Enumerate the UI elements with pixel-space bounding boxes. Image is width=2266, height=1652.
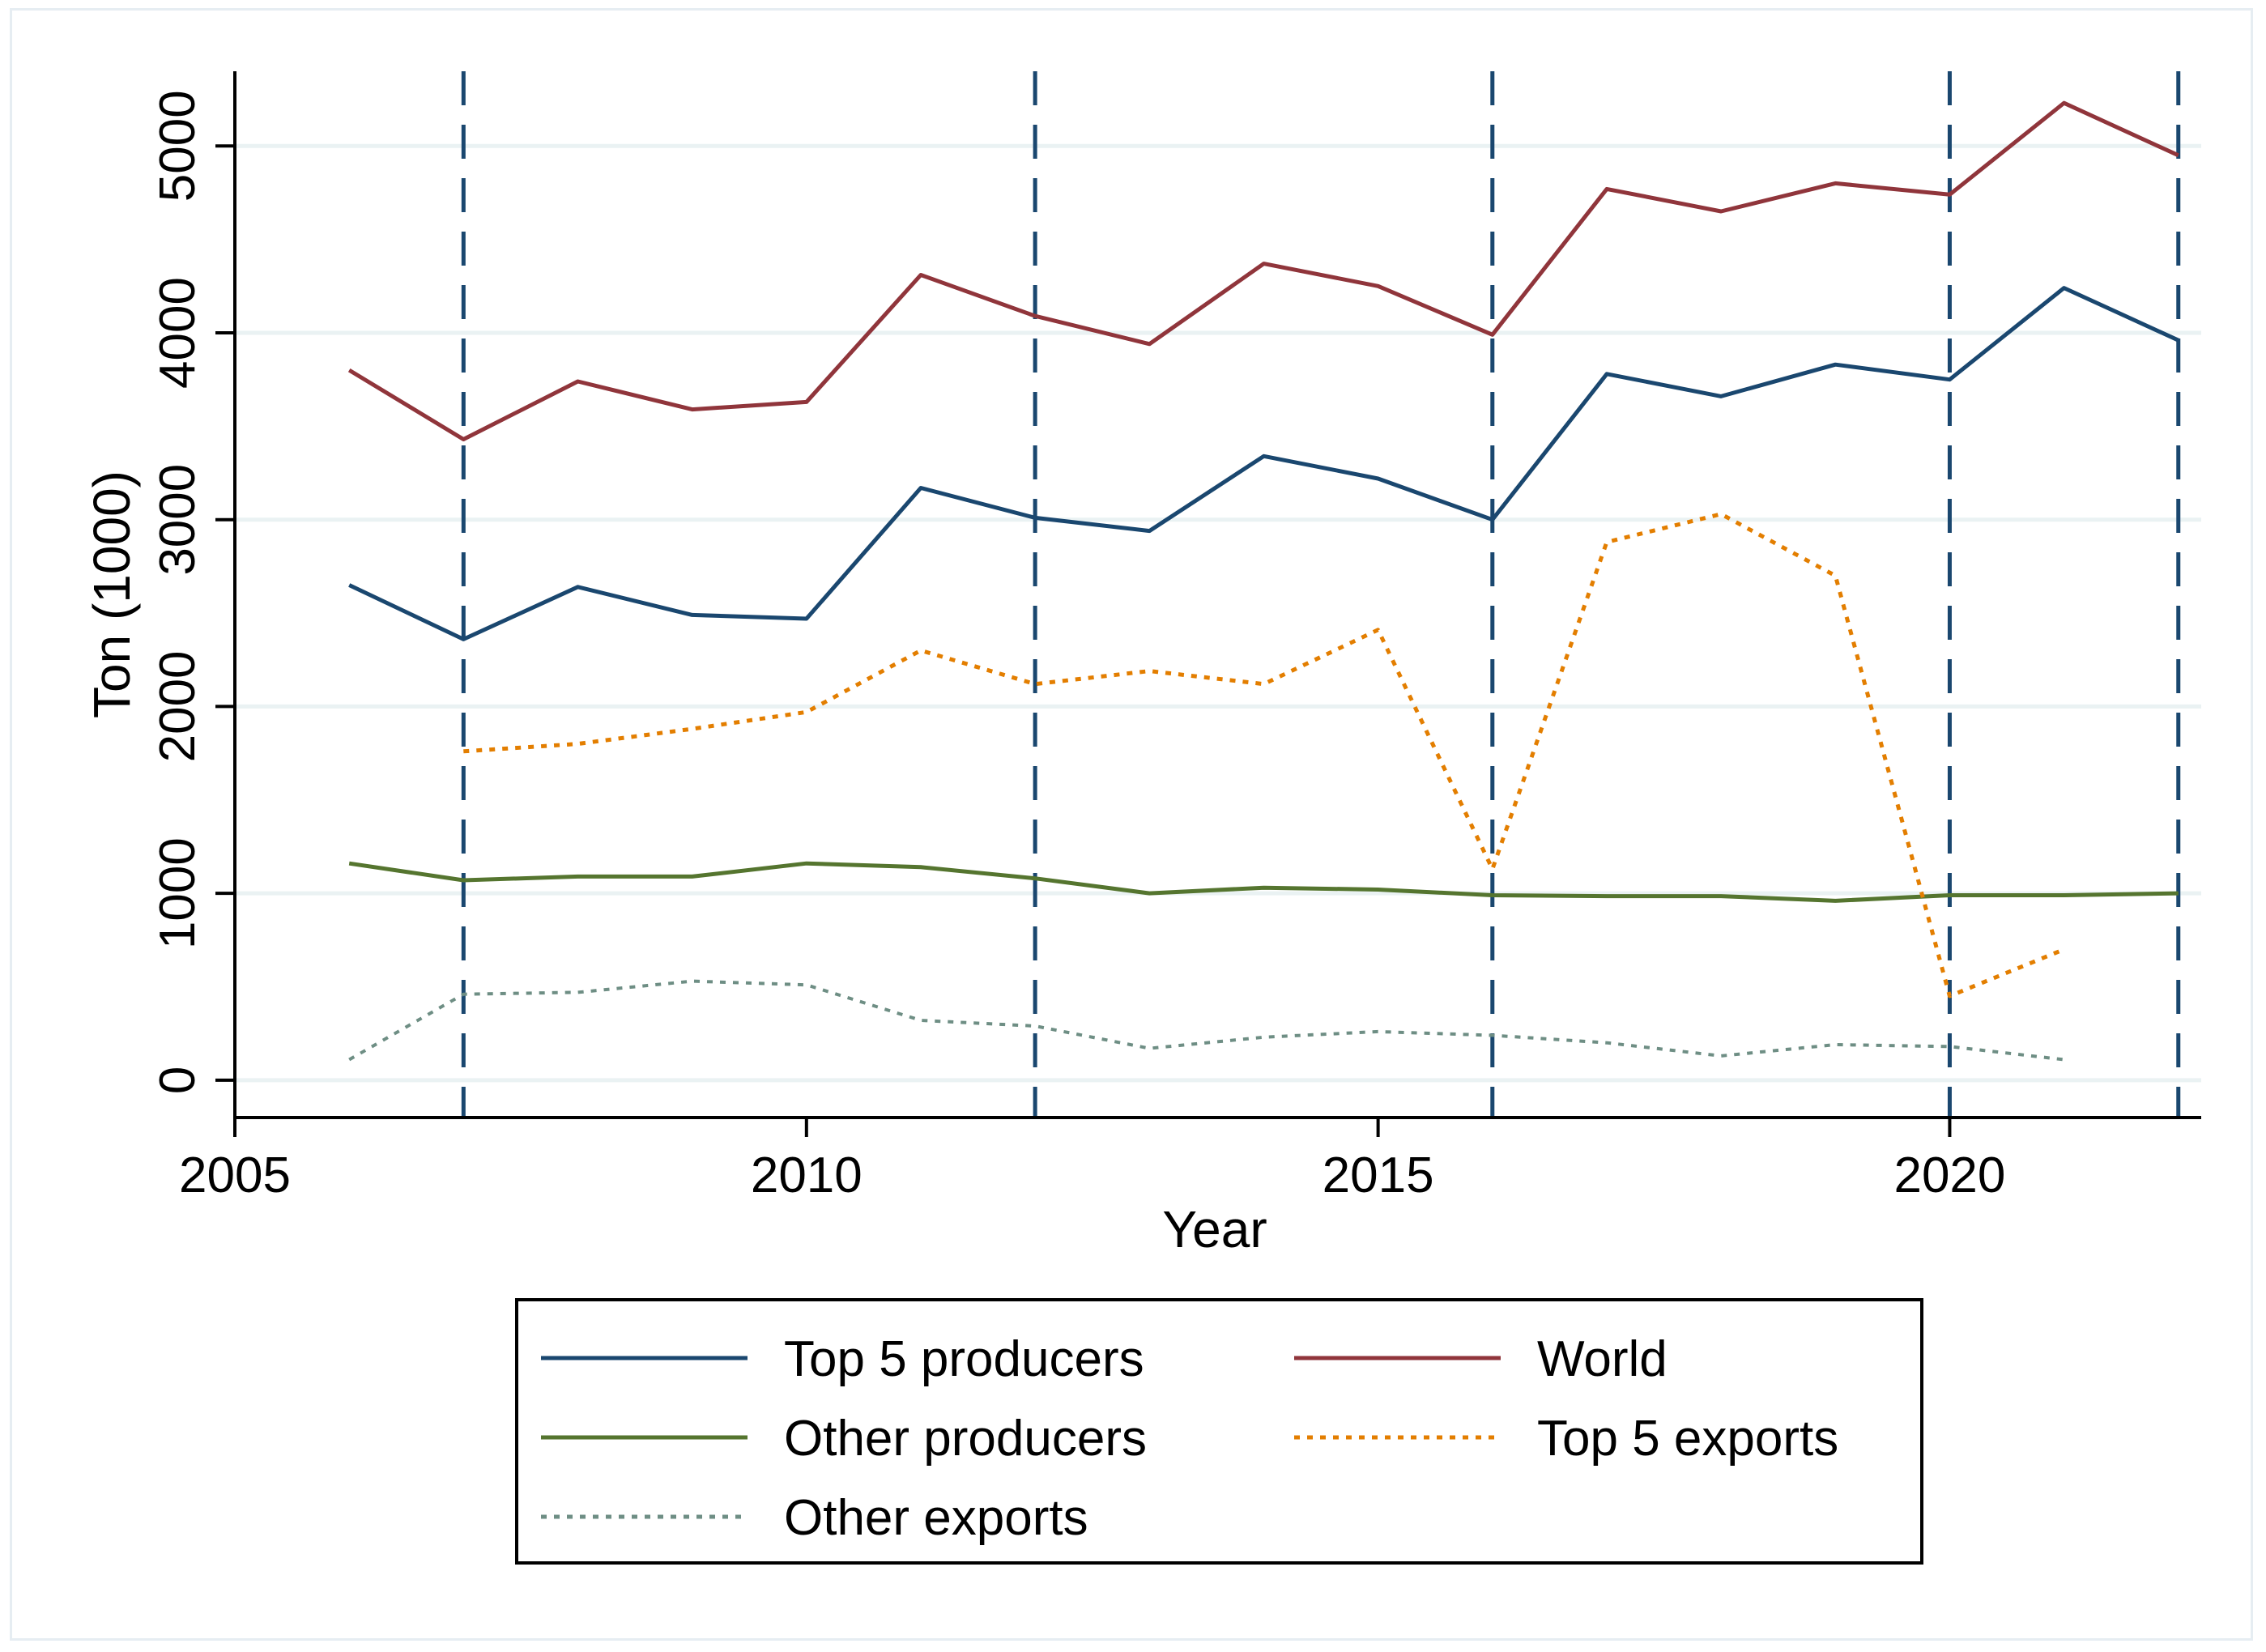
series-line-top5-producers [348, 286, 2179, 641]
x-tick-label: 2020 [1893, 1147, 2005, 1203]
y-tick-label: 1000 [150, 837, 206, 949]
legend-label-other-producers: Other producers [784, 1411, 1147, 1467]
x-tick-label: 2005 [179, 1147, 291, 1203]
x-tick-label: 2010 [751, 1147, 863, 1203]
legend-box [515, 1298, 1923, 1565]
y-tick-label: 0 [150, 1067, 206, 1094]
legend-label-top5-producers: Top 5 producers [784, 1331, 1144, 1387]
y-tick-label: 5000 [150, 90, 206, 202]
legend-label-world: World [1537, 1331, 1668, 1387]
y-axis-title: Ton (1000) [83, 470, 141, 718]
series-line-other-producers [348, 861, 2179, 903]
y-tick-label: 2000 [150, 650, 206, 762]
series-line-other-exports [348, 979, 2064, 1062]
grid-lines [235, 143, 2201, 1083]
reference-lines [461, 71, 2181, 1118]
legend: Top 5 producers World Other producers Top 5… [515, 1298, 1923, 1565]
series-line-world [347, 100, 2179, 441]
x-axis-title: Year [1162, 1200, 1267, 1258]
y-tick-label: 4000 [150, 277, 206, 389]
x-tick-label: 2015 [1323, 1147, 1434, 1203]
legend-label-other-exports: Other exports [784, 1490, 1088, 1546]
axes: 0 1000 2000 3000 4000 5000 2005 2010 2015 2020 [150, 71, 2201, 1203]
y-tick-label: 3000 [150, 464, 206, 576]
series-lines [347, 100, 2179, 1062]
legend-label-top5-exports: Top 5 exports [1537, 1411, 1838, 1467]
series-line-top5-exports [463, 512, 2065, 998]
